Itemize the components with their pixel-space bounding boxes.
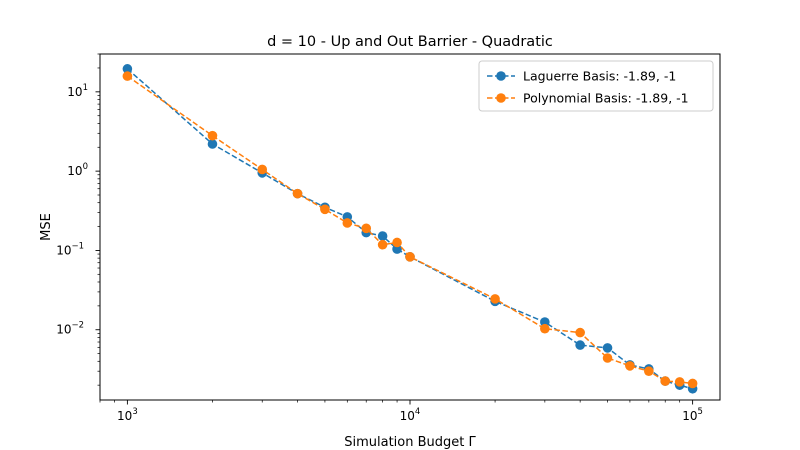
data-point xyxy=(207,139,218,149)
data-point xyxy=(377,239,388,250)
data-point xyxy=(540,323,550,334)
y-axis-label: MSE xyxy=(39,213,54,241)
data-point xyxy=(575,340,585,350)
data-point xyxy=(292,188,303,199)
y-tick-label: 100 xyxy=(67,162,88,178)
data-point xyxy=(361,223,372,234)
legend-label: Polynomial Basis: -1.89, -1 xyxy=(523,91,689,106)
y-tick-label: 10−1 xyxy=(56,241,84,257)
data-point xyxy=(377,231,388,241)
chart-title: d = 10 - Up and Out Barrier - Quadratic xyxy=(267,34,553,50)
x-axis-label: Simulation Budget Γ xyxy=(344,435,476,450)
x-axis: 103 104 105 xyxy=(99,400,703,423)
data-point xyxy=(342,218,353,228)
data-point xyxy=(644,366,654,376)
data-point xyxy=(625,361,635,371)
data-point xyxy=(122,64,133,74)
data-point xyxy=(660,376,671,386)
data-point xyxy=(540,317,550,327)
x-tick-label: 104 xyxy=(400,407,421,423)
data-point xyxy=(392,244,402,254)
y-axis: 10−2 10−1 100 101 xyxy=(56,53,100,386)
data-point xyxy=(687,378,698,389)
legend-box xyxy=(478,60,714,112)
x-tick-label: 105 xyxy=(682,407,703,423)
data-point xyxy=(575,327,585,338)
data-point xyxy=(207,130,218,141)
data-point xyxy=(674,377,685,387)
plot-layer xyxy=(122,64,698,394)
y-tick-label: 10−2 xyxy=(56,321,84,337)
legend-marker xyxy=(496,71,506,81)
data-point xyxy=(392,237,402,248)
legend: Laguerre Basis: -1.89, -1 Polynomial Basi… xyxy=(478,60,714,112)
data-point xyxy=(602,353,613,363)
data-point xyxy=(490,294,500,304)
legend-marker xyxy=(496,93,506,103)
data-point xyxy=(320,204,330,215)
x-tick-label: 103 xyxy=(117,407,138,423)
legend-label: Laguerre Basis: -1.89, -1 xyxy=(523,69,676,84)
data-point xyxy=(405,252,415,262)
y-tick-label: 101 xyxy=(67,83,88,99)
data-point xyxy=(122,71,133,81)
data-point xyxy=(602,343,613,353)
data-point xyxy=(257,164,268,175)
